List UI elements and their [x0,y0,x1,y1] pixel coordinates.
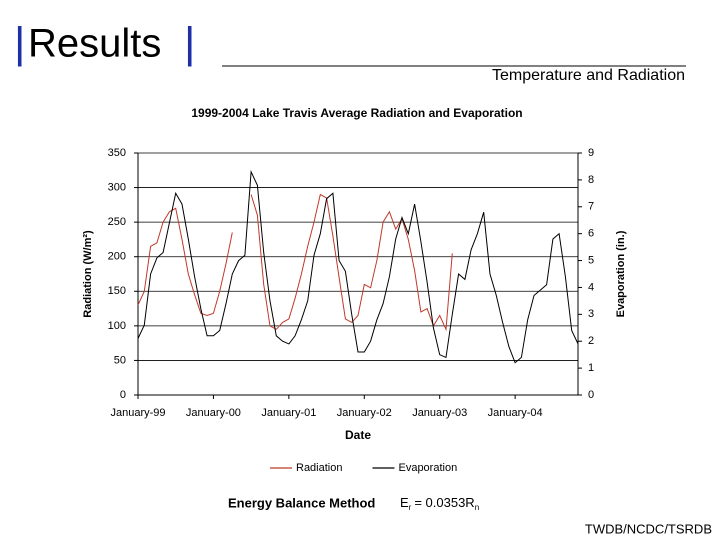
x-tick-label: January-99 [110,407,165,419]
formula-rhs: = 0.0353R [414,495,474,510]
y-axis-title: Radiation (W/m²) [82,230,94,318]
formula-lhs-sub: r [409,503,412,512]
x-tick-label: January-04 [488,407,543,419]
formula: Er = 0.0353Rn [400,495,479,512]
y-tick-label: 300 [108,181,126,193]
x-tick-label: January-00 [186,407,241,419]
y2-tick-label: 4 [588,281,594,293]
y2-tick-label: 0 [588,389,594,401]
x-tick-label: January-02 [337,407,392,419]
method-label: Energy Balance Method [228,495,375,510]
legend-label: Radiation [296,462,342,474]
y2-tick-label: 5 [588,254,594,266]
y-tick-label: 250 [108,216,126,228]
legend-label: Evaporation [398,462,457,474]
y-tick-label: 200 [108,251,126,263]
y-tick-label: 50 [114,354,126,366]
title-bar: | [184,19,195,68]
y2-tick-label: 9 [588,147,594,159]
title-bar: | [14,19,25,68]
y2-tick-label: 6 [588,228,594,240]
x-axis-title: Date [345,428,371,442]
y2-axis-title: Evaporation (in.) [615,230,627,317]
x-tick-label: January-01 [261,407,316,419]
y2-tick-label: 8 [588,174,594,186]
formula-rhs-sub: n [475,503,479,512]
slide-subtitle: Temperature and Radiation [492,67,685,84]
series-line [137,169,579,364]
y2-tick-label: 1 [588,362,594,374]
y-tick-label: 350 [108,147,126,159]
chart-title: 1999-2004 Lake Travis Average Radiation … [191,106,522,120]
slide-title: Results [28,22,161,66]
y-tick-label: 0 [120,389,126,401]
y2-tick-label: 2 [588,335,594,347]
y-tick-label: 150 [108,285,126,297]
formula-lhs: E [400,495,409,510]
series-line [137,193,453,332]
footer: TWDB/NCDC/TSRDB [585,521,712,536]
y2-tick-label: 3 [588,308,594,320]
y-tick-label: 100 [108,320,126,332]
y2-tick-label: 7 [588,201,594,213]
x-tick-label: January-03 [412,407,467,419]
